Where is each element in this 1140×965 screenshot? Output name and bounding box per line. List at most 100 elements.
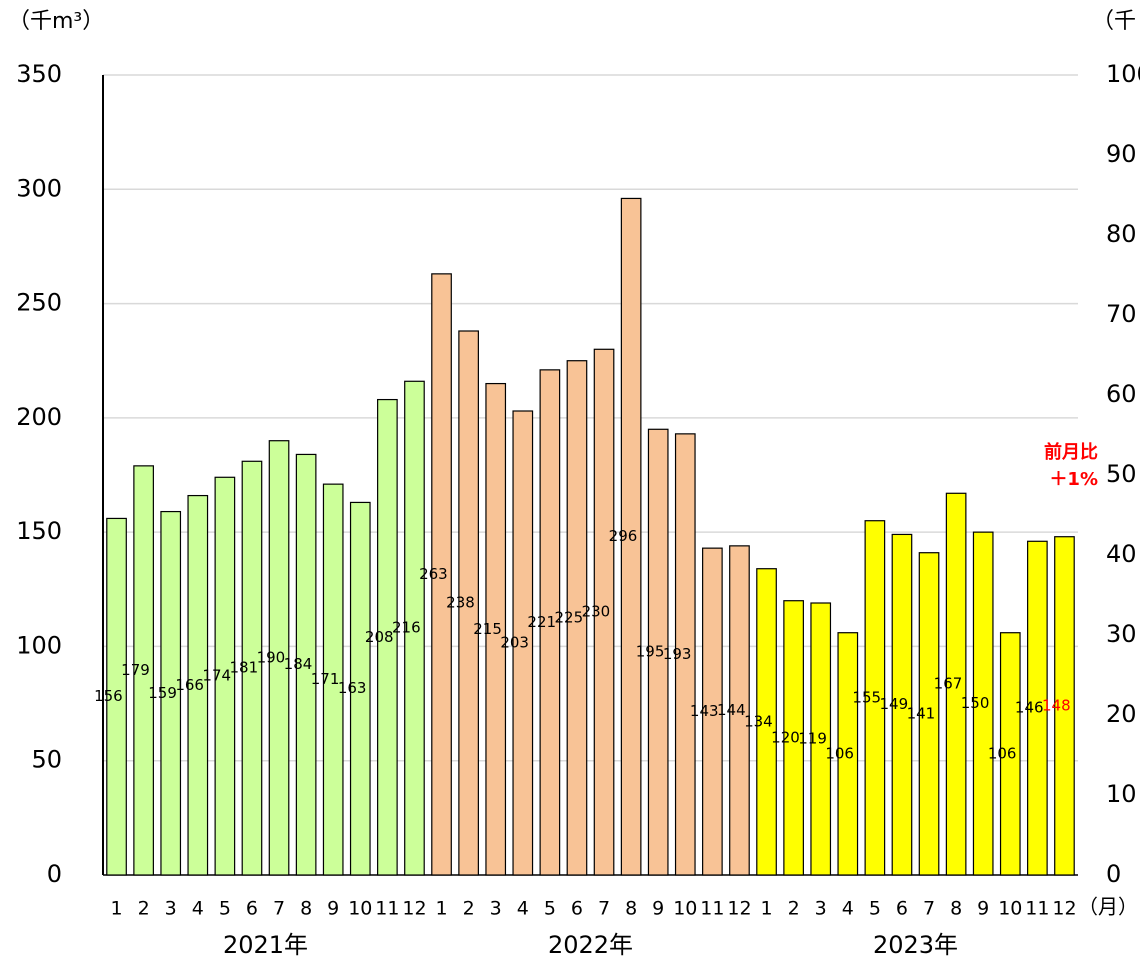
x-tick-label: 11 — [700, 898, 724, 920]
bar — [349, 501, 371, 876]
y2-tick-label: 90 — [1106, 140, 1137, 168]
x-tick-label: 2 — [463, 898, 475, 920]
bar — [810, 602, 832, 876]
value-label: 143 — [690, 702, 719, 720]
x-tick-label: 10 — [348, 898, 372, 920]
value-label: 148 — [1042, 696, 1071, 714]
x-tick-label: 5 — [219, 898, 231, 920]
value-label: 263 — [419, 565, 448, 583]
value-label: 155 — [852, 688, 881, 706]
x-tick-label: 1 — [110, 898, 122, 920]
year-label: 2021年 — [223, 931, 308, 959]
x-tick-label: 8 — [950, 898, 962, 920]
x-tick-label: 12 — [402, 898, 426, 920]
value-label: 181 — [230, 659, 259, 677]
bar — [864, 520, 886, 876]
y-tick-label: 200 — [16, 403, 62, 431]
x-tick-label: 6 — [896, 898, 908, 920]
y-tick-label: 100 — [16, 631, 62, 659]
value-label: 203 — [500, 634, 529, 652]
value-label: 208 — [365, 628, 394, 646]
bar — [891, 533, 913, 876]
value-label: 225 — [555, 608, 584, 626]
value-label: 238 — [446, 594, 475, 612]
bar — [431, 273, 452, 876]
y2-unit: （千 — [1092, 9, 1136, 34]
x-tick-label: 1 — [435, 898, 447, 920]
bar — [133, 465, 154, 876]
x-tick-label: 6 — [246, 898, 258, 920]
value-label: 149 — [880, 695, 909, 713]
y-tick-label: 250 — [16, 289, 62, 317]
value-label: 216 — [392, 619, 421, 637]
value-label: 144 — [717, 701, 746, 719]
value-label: 163 — [338, 679, 367, 697]
bar — [945, 492, 967, 876]
bar — [241, 460, 263, 876]
y-tick-label: 50 — [31, 746, 62, 774]
x-tick-label: 5 — [544, 898, 556, 920]
y2-tick-label: 100 — [1106, 60, 1140, 88]
bar — [485, 382, 507, 876]
x-tick-label: 8 — [625, 898, 637, 920]
x-tick-label: 7 — [598, 898, 610, 920]
value-label: 296 — [609, 527, 638, 545]
y2-tick-label: 50 — [1106, 460, 1137, 488]
x-tick-label: 2 — [788, 898, 800, 920]
value-label: 221 — [527, 613, 556, 631]
annotation: ＋1% — [1049, 469, 1098, 490]
value-label: 120 — [771, 728, 800, 746]
y2-tick-label: 80 — [1106, 220, 1137, 248]
x-tick-label: 12 — [727, 898, 751, 920]
annotation: 前月比 — [1044, 441, 1098, 463]
y2-tick-label: 20 — [1106, 700, 1137, 728]
value-label: 134 — [744, 712, 773, 730]
value-label: 167 — [934, 675, 963, 693]
value-label: 146 — [1015, 699, 1044, 717]
year-label: 2022年 — [548, 931, 633, 959]
x-tick-label: 6 — [571, 898, 583, 920]
y-tick-label: 350 — [16, 60, 62, 88]
bar — [783, 600, 804, 876]
value-label: 156 — [94, 687, 123, 705]
bar — [1027, 540, 1048, 876]
bar — [458, 330, 479, 876]
bar — [404, 380, 425, 876]
x-tick-label: 7 — [273, 898, 285, 920]
value-label: 193 — [663, 645, 692, 663]
x-tick-label: 12 — [1052, 898, 1076, 920]
bar — [268, 440, 290, 876]
bar — [187, 494, 209, 876]
y2-tick-label: 0 — [1106, 860, 1121, 888]
value-label: 141 — [907, 704, 936, 722]
y2-tick-label: 30 — [1106, 620, 1137, 648]
bar — [214, 476, 236, 876]
x-tick-label: 11 — [375, 898, 399, 920]
bar — [674, 433, 696, 876]
bar — [160, 510, 182, 876]
bar — [377, 398, 398, 876]
x-tick-label: 10 — [998, 898, 1022, 920]
value-label: 190 — [257, 648, 286, 666]
value-label: 159 — [148, 684, 177, 702]
x-tick-label: 5 — [869, 898, 881, 920]
value-label: 106 — [988, 744, 1017, 762]
y-tick-label: 150 — [16, 517, 62, 545]
x-tick-label: 3 — [490, 898, 502, 920]
y2-tick-label: 10 — [1106, 780, 1137, 808]
y-unit: （千m³） — [8, 9, 104, 34]
y2-tick-label: 60 — [1106, 380, 1137, 408]
x-tick-label: 4 — [842, 898, 854, 920]
y2-tick-label: 40 — [1106, 540, 1137, 568]
x-tick-label: 3 — [815, 898, 827, 920]
bar — [918, 552, 940, 876]
y-tick-label: 300 — [16, 174, 62, 202]
x-tick-label: 7 — [923, 898, 935, 920]
x-tick-label: 3 — [165, 898, 177, 920]
bar — [729, 545, 750, 876]
bar — [593, 348, 615, 876]
bar — [1054, 536, 1075, 876]
bar — [512, 410, 534, 876]
value-label: 106 — [825, 744, 854, 762]
